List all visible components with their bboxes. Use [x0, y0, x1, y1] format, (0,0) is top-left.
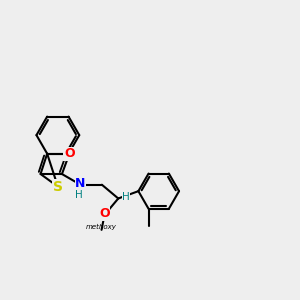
Text: H: H [122, 192, 130, 202]
Text: O: O [99, 207, 110, 220]
Text: N: N [75, 177, 86, 190]
Text: H: H [75, 190, 83, 200]
Text: O: O [64, 147, 75, 161]
Text: methoxy: methoxy [86, 224, 117, 230]
Text: S: S [53, 180, 63, 194]
